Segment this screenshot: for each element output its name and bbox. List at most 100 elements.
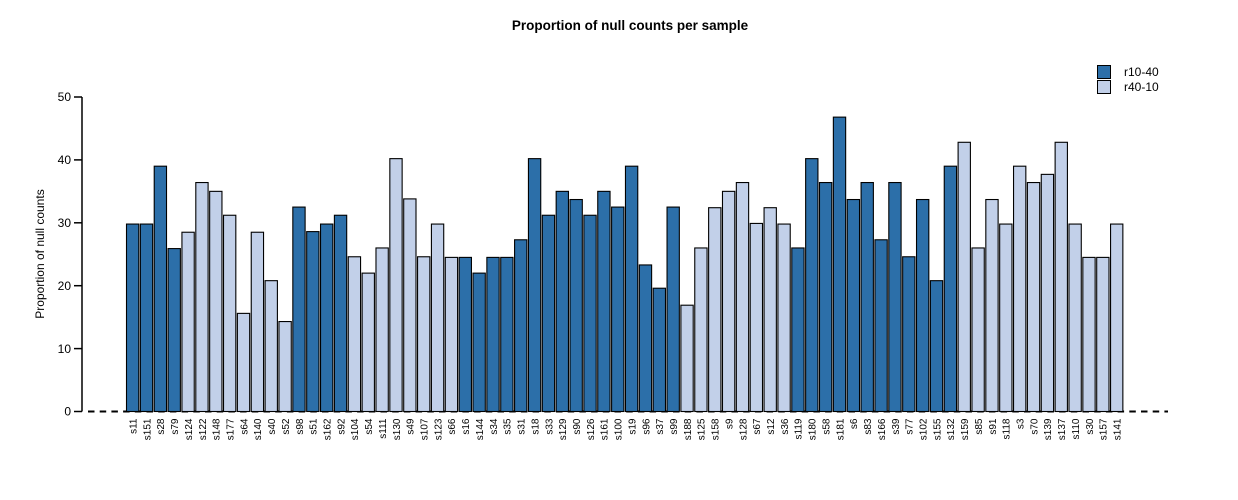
bar-s18 — [527, 158, 542, 413]
bar-s98 — [292, 206, 306, 413]
x-tick-label-s58: s58 — [821, 418, 832, 435]
x-tick-label-s83: s83 — [863, 418, 874, 435]
bar-s148 — [209, 190, 223, 413]
bar-s37 — [652, 287, 667, 413]
bar-s151 — [139, 223, 154, 413]
bar-s102 — [915, 198, 930, 413]
y-tick-label: 50 — [58, 90, 72, 104]
bar-s28 — [153, 165, 168, 413]
y-tick-label: 0 — [64, 405, 71, 419]
bar-s11 — [125, 223, 140, 413]
bar-s162 — [319, 223, 334, 413]
bar-s54 — [361, 272, 375, 413]
x-tick-label-s64: s64 — [239, 418, 250, 435]
x-tick-label-s162: s162 — [322, 418, 333, 440]
legend-swatch-r10-40 — [1097, 64, 1111, 79]
x-tick-label-s118: s118 — [1002, 418, 1013, 439]
bar-s19 — [624, 165, 639, 413]
bar-s140 — [250, 231, 265, 413]
bar-s6 — [846, 198, 861, 413]
bar-s132 — [943, 165, 958, 413]
bar-s155 — [929, 280, 944, 413]
bar-s137 — [1054, 141, 1068, 413]
bar-s64 — [236, 312, 251, 413]
x-tick-label-s128: s128 — [738, 418, 749, 440]
x-tick-label-s139: s139 — [1043, 418, 1054, 440]
x-tick-label-s90: s90 — [572, 418, 583, 435]
bar-s144 — [472, 272, 486, 413]
bar-s34 — [486, 256, 500, 413]
x-tick-label-s140: s140 — [253, 418, 264, 440]
x-tick-label-s11: s11 — [128, 418, 139, 434]
x-tick-label-s96: s96 — [641, 418, 652, 435]
x-tick-label-s177: s177 — [225, 418, 236, 440]
bar-s159 — [957, 141, 971, 413]
bar-s180 — [805, 158, 819, 413]
bar-s124 — [181, 231, 195, 413]
bar-s99 — [666, 206, 680, 413]
x-tick-label-s159: s159 — [960, 418, 971, 440]
legend-label-r10-40: r10-40 — [1124, 64, 1159, 79]
x-tick-label-s51: s51 — [309, 418, 320, 435]
bar-s30 — [1082, 256, 1096, 413]
bar-s161 — [597, 190, 611, 413]
x-tick-label-s158: s158 — [711, 418, 722, 440]
x-tick-label-s39: s39 — [891, 418, 902, 435]
bar-s139 — [1040, 173, 1055, 413]
x-tick-label-s180: s180 — [808, 418, 819, 440]
x-tick-label-s137: s137 — [1057, 418, 1068, 440]
bar-s51 — [306, 231, 320, 413]
bar-s3 — [1012, 165, 1027, 413]
x-tick-label-s111: s111 — [378, 418, 389, 439]
bar-s90 — [569, 198, 583, 413]
chart-title: Proportion of null counts per sample — [511, 18, 749, 33]
bar-s181 — [832, 116, 847, 413]
legend-item-r40-10: r40-10 — [1097, 79, 1159, 94]
bar-s177 — [222, 214, 237, 413]
x-tick-label-s34: s34 — [489, 418, 500, 435]
x-tick-label-s181: s181 — [835, 418, 846, 440]
bar-s123 — [430, 223, 445, 413]
bar-s83 — [860, 181, 874, 413]
x-tick-label-s132: s132 — [946, 418, 957, 440]
x-tick-label-s70: s70 — [1029, 418, 1040, 435]
bar-s104 — [347, 256, 362, 413]
x-tick-label-s40: s40 — [267, 418, 278, 435]
x-tick-label-s129: s129 — [558, 418, 569, 440]
bar-s49 — [403, 198, 417, 413]
x-tick-label-s125: s125 — [697, 418, 708, 440]
x-tick-label-s123: s123 — [433, 418, 444, 440]
x-tick-label-s104: s104 — [350, 418, 361, 440]
bar-s92 — [333, 214, 348, 413]
bar-s40 — [264, 280, 278, 413]
x-tick-label-s30: s30 — [1085, 418, 1096, 435]
y-tick-label: 40 — [58, 153, 72, 167]
legend: r10-40 r40-10 — [1097, 64, 1159, 94]
x-tick-label-s119: s119 — [794, 418, 805, 439]
x-tick-label-s49: s49 — [406, 418, 417, 435]
bar-s31 — [514, 239, 528, 413]
x-tick-label-s52: s52 — [281, 418, 292, 435]
bar-s85 — [971, 247, 985, 413]
bar-s119 — [791, 247, 805, 413]
bar-s100 — [611, 206, 625, 413]
x-tick-label-s33: s33 — [544, 418, 555, 435]
bar-s70 — [1026, 181, 1041, 413]
x-tick-label-s6: s6 — [849, 418, 860, 429]
bar-s58 — [818, 181, 833, 413]
bar-s33 — [541, 214, 556, 413]
bar-s36 — [777, 223, 791, 413]
x-tick-label-s9: s9 — [724, 418, 735, 429]
x-tick-label-s166: s166 — [877, 418, 888, 440]
x-tick-label-s3: s3 — [1015, 418, 1026, 429]
bar-s79 — [167, 248, 181, 413]
bar-s9 — [721, 190, 736, 413]
x-tick-label-s19: s19 — [627, 418, 638, 435]
x-tick-label-s79: s79 — [170, 418, 181, 435]
bar-s107 — [417, 256, 431, 413]
x-tick-label-s28: s28 — [156, 418, 167, 435]
x-tick-label-s36: s36 — [780, 418, 791, 435]
x-tick-label-s98: s98 — [295, 418, 306, 435]
